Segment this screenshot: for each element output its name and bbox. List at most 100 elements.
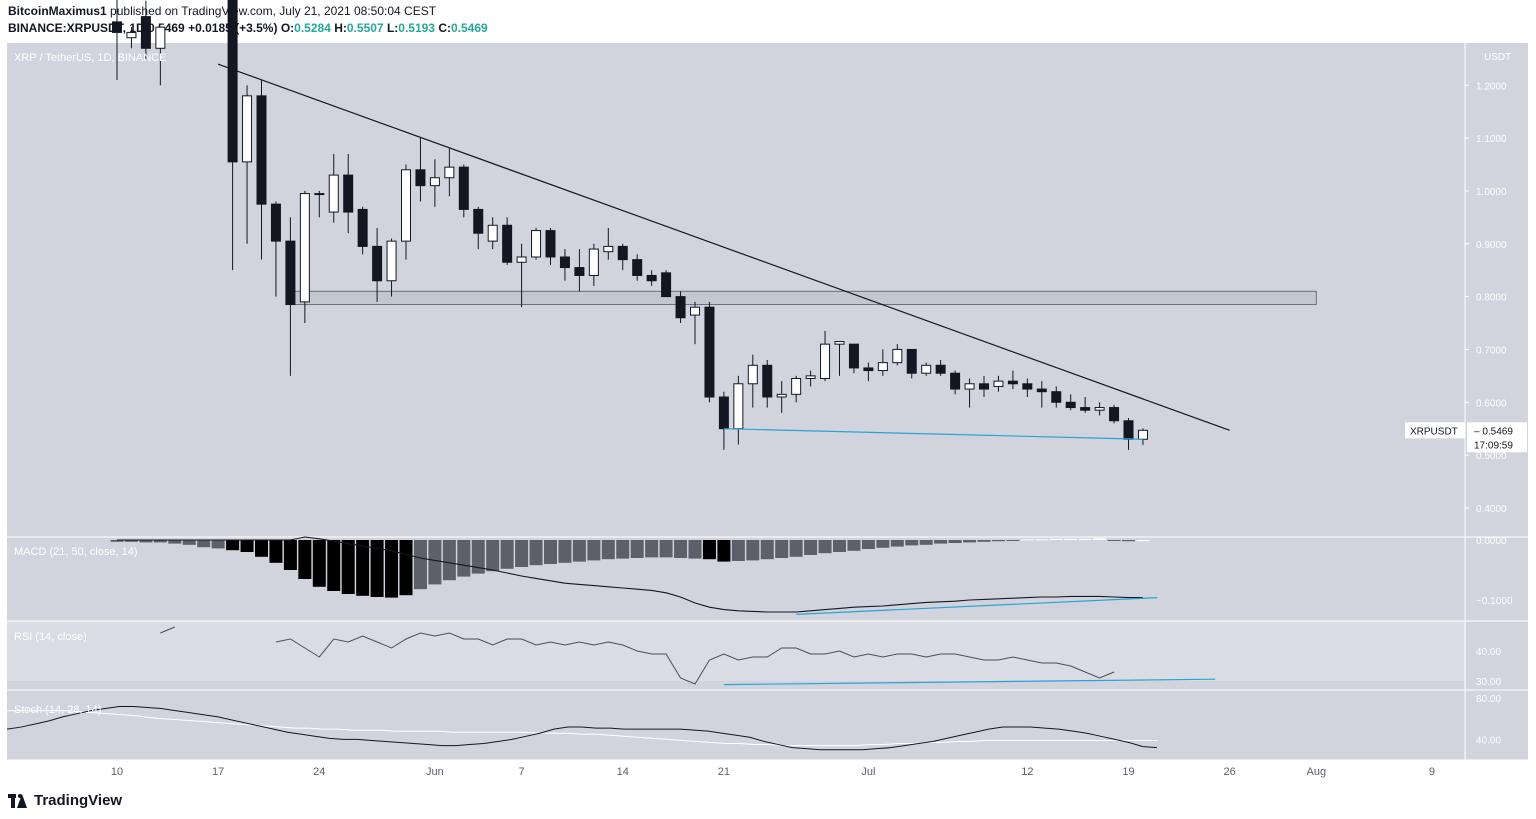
x-tick-label: Jun	[426, 766, 444, 778]
candle-body	[950, 372, 961, 390]
macd-bar	[587, 540, 601, 561]
x-tick-label: 17	[212, 766, 224, 778]
candle-body	[386, 240, 397, 282]
candle-body	[401, 169, 411, 242]
macd-bar	[1020, 539, 1034, 541]
candle-body	[791, 377, 802, 395]
macd-bar	[674, 540, 688, 558]
tradingview-brand[interactable]: TradingView	[8, 792, 122, 809]
macd-bar	[442, 540, 456, 581]
macd-bar	[457, 540, 471, 577]
candle-body	[848, 343, 859, 369]
candle-body	[820, 343, 831, 379]
candle-body	[603, 245, 614, 253]
candle-body	[704, 306, 715, 398]
y-tick-label: 1.0000	[1476, 187, 1507, 198]
candle-body	[545, 230, 556, 258]
macd-bar	[963, 540, 977, 543]
candle-body	[516, 256, 527, 263]
macd-bar	[1006, 540, 1020, 541]
y-tick-label: 0.9000	[1476, 240, 1507, 251]
macd-bar	[717, 540, 731, 562]
macd-tick-label: −0.1000	[1476, 596, 1513, 607]
macd-bar	[399, 540, 413, 596]
open-value: 0.5284	[294, 21, 331, 35]
candle-body	[690, 306, 700, 316]
macd-bar	[746, 540, 760, 561]
macd-bar	[919, 540, 933, 545]
macd-bar	[413, 540, 427, 590]
x-tick-label: 14	[617, 766, 629, 778]
macd-bar	[312, 540, 326, 587]
macd-bar	[211, 540, 225, 549]
macd-bar	[1064, 538, 1078, 540]
macd-bar	[991, 540, 1005, 542]
high-label: H:	[334, 21, 347, 35]
macd-bar	[702, 540, 716, 560]
macd-bar	[197, 540, 211, 548]
rsi-divergence-line	[723, 678, 1216, 686]
candle-body	[935, 364, 946, 374]
macd-bar	[601, 540, 615, 560]
stoch-title: Stoch (14, 28, 14)	[14, 704, 101, 716]
y-tick-label: 0.7000	[1476, 345, 1507, 356]
macd-bar	[500, 540, 514, 569]
macd-bar	[544, 540, 557, 564]
publisher-name[interactable]: BitcoinMaximus1	[8, 4, 107, 18]
x-tick-label: 10	[111, 766, 123, 778]
macd-bar	[1035, 539, 1049, 541]
macd-bar	[283, 540, 297, 570]
y-tick-label: 1.2000	[1476, 81, 1507, 92]
rsi-line	[160, 626, 175, 634]
close-label: C:	[438, 21, 451, 35]
candle-body	[227, 0, 238, 163]
macd-bar	[529, 540, 543, 566]
macd-bar	[1049, 538, 1063, 540]
macd-bar	[731, 540, 745, 561]
macd-bar	[255, 540, 268, 557]
y-tick-label: 1.1000	[1476, 134, 1507, 145]
candle-body	[921, 364, 932, 374]
candle-body	[1123, 420, 1134, 440]
macd-bar	[934, 540, 948, 544]
macd-bar	[139, 540, 153, 543]
macd-bar	[977, 540, 991, 542]
candle-body	[299, 193, 310, 303]
macd-bar	[847, 540, 861, 551]
candle-body	[834, 341, 845, 345]
candle-body	[444, 166, 455, 179]
candle-body	[242, 95, 253, 163]
macd-bar	[659, 540, 673, 558]
x-tick-label: 7	[519, 766, 525, 778]
candle-body	[993, 380, 1004, 387]
candle-body	[964, 383, 975, 390]
macd-bar	[356, 540, 370, 596]
candle-body	[1007, 380, 1018, 385]
price-badge-countdown: 17:09:59	[1474, 440, 1513, 451]
macd-bar	[833, 540, 846, 552]
candle-body	[661, 272, 672, 298]
candle-body	[1051, 391, 1062, 403]
candle-body	[1080, 407, 1091, 411]
candle-body	[285, 240, 296, 306]
macd-bar	[789, 540, 803, 557]
candle-body	[429, 177, 440, 187]
macd-divergence-line	[796, 597, 1158, 615]
candle-body	[1094, 407, 1105, 411]
macd-bar	[182, 540, 196, 545]
rsi-tick-label: 30.00	[1476, 677, 1501, 688]
price-badge	[1467, 422, 1527, 453]
macd-bar	[630, 540, 644, 558]
x-tick-label: 19	[1122, 766, 1134, 778]
chart-title: XRP / TetherUS, 1D, BINANCE	[14, 52, 166, 64]
candle-body	[357, 208, 368, 247]
macd-bar	[370, 540, 384, 597]
y-tick-label: 0.6000	[1476, 398, 1507, 409]
macd-bar	[890, 540, 904, 547]
high-value: 0.5507	[346, 21, 384, 35]
macd-bar	[385, 540, 399, 598]
price-badge-value: – 0.5469	[1474, 426, 1513, 437]
support-trendline	[723, 428, 1143, 440]
stoch-tick-label: 40.00	[1476, 735, 1501, 746]
